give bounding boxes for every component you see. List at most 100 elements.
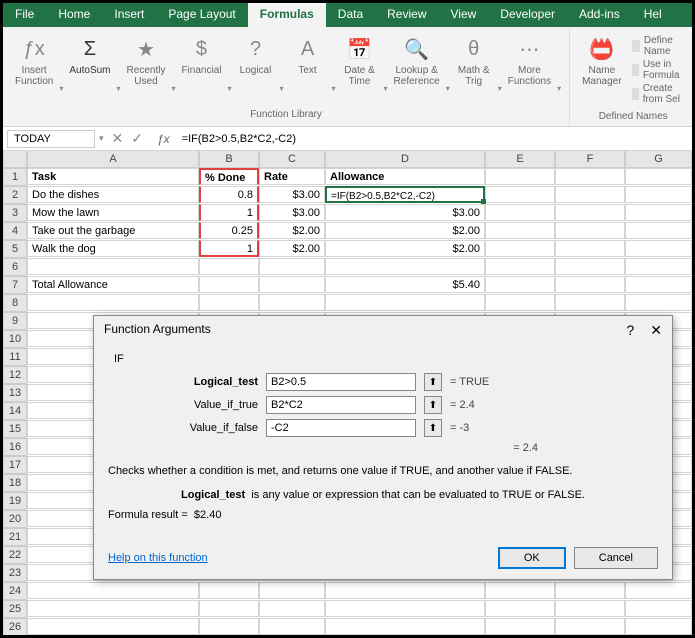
cell[interactable]: =IF(B2>0.5,B2*C2,-C2) bbox=[325, 186, 485, 203]
cell[interactable] bbox=[625, 168, 692, 185]
cell[interactable]: Allowance bbox=[325, 168, 485, 185]
row-header[interactable]: 23 bbox=[3, 564, 27, 582]
cell[interactable] bbox=[325, 582, 485, 599]
cell[interactable] bbox=[625, 240, 692, 257]
cell[interactable] bbox=[555, 204, 625, 221]
text-button[interactable]: AText bbox=[286, 31, 330, 80]
cell[interactable] bbox=[555, 258, 625, 275]
cell[interactable]: $2.00 bbox=[325, 222, 485, 239]
cell[interactable]: $2.00 bbox=[259, 222, 325, 239]
tab-page-layout[interactable]: Page Layout bbox=[156, 3, 247, 27]
cell[interactable]: 1 bbox=[199, 204, 259, 221]
row-header[interactable]: 26 bbox=[3, 618, 27, 635]
cell[interactable] bbox=[485, 276, 555, 293]
math--button[interactable]: θMath &Trig bbox=[452, 31, 496, 91]
cell[interactable] bbox=[325, 294, 485, 311]
range-selector-icon[interactable]: ⬆ bbox=[424, 373, 442, 391]
row-header[interactable]: 19 bbox=[3, 492, 27, 510]
cell[interactable]: $3.00 bbox=[325, 204, 485, 221]
tab-file[interactable]: File bbox=[3, 3, 46, 27]
row-header[interactable]: 10 bbox=[3, 330, 27, 348]
recently-button[interactable]: ★RecentlyUsed bbox=[123, 31, 170, 91]
cell[interactable] bbox=[485, 618, 555, 635]
cell[interactable]: Mow the lawn bbox=[27, 204, 199, 221]
cell[interactable] bbox=[199, 618, 259, 635]
cell[interactable] bbox=[485, 204, 555, 221]
cell[interactable] bbox=[485, 294, 555, 311]
cell[interactable] bbox=[555, 600, 625, 617]
defined-names-item[interactable]: Define Name bbox=[632, 35, 685, 57]
cell[interactable] bbox=[485, 582, 555, 599]
cell[interactable]: Walk the dog bbox=[27, 240, 199, 257]
cell[interactable] bbox=[485, 258, 555, 275]
cell[interactable] bbox=[199, 294, 259, 311]
cell[interactable] bbox=[625, 600, 692, 617]
cell[interactable] bbox=[625, 258, 692, 275]
column-header[interactable]: A bbox=[27, 151, 199, 168]
tab-insert[interactable]: Insert bbox=[102, 3, 156, 27]
cell[interactable] bbox=[555, 168, 625, 185]
column-header[interactable]: D bbox=[325, 151, 485, 168]
cell[interactable]: % Done bbox=[199, 168, 259, 185]
help-icon[interactable]: ? bbox=[626, 322, 634, 339]
cell[interactable] bbox=[27, 618, 199, 635]
row-header[interactable]: 9 bbox=[3, 312, 27, 330]
tab-view[interactable]: View bbox=[439, 3, 489, 27]
help-link[interactable]: Help on this function bbox=[108, 552, 208, 564]
cell[interactable] bbox=[485, 168, 555, 185]
row-header[interactable]: 17 bbox=[3, 456, 27, 474]
tab-formulas[interactable]: Formulas bbox=[248, 3, 326, 27]
arg-input[interactable] bbox=[266, 396, 416, 414]
cell[interactable]: Do the dishes bbox=[27, 186, 199, 203]
row-header[interactable]: 6 bbox=[3, 258, 27, 276]
row-header[interactable]: 11 bbox=[3, 348, 27, 366]
cell[interactable] bbox=[625, 294, 692, 311]
row-header[interactable]: 24 bbox=[3, 582, 27, 600]
row-header[interactable]: 16 bbox=[3, 438, 27, 456]
column-header[interactable]: E bbox=[485, 151, 555, 168]
cell[interactable] bbox=[199, 276, 259, 293]
row-header[interactable]: 15 bbox=[3, 420, 27, 438]
cell[interactable]: 0.25 bbox=[199, 222, 259, 239]
cell[interactable] bbox=[555, 222, 625, 239]
cell[interactable] bbox=[625, 276, 692, 293]
cell[interactable] bbox=[485, 600, 555, 617]
close-icon[interactable]: ✕ bbox=[650, 322, 662, 339]
cell[interactable] bbox=[625, 582, 692, 599]
row-header[interactable]: 18 bbox=[3, 474, 27, 492]
name-box[interactable] bbox=[7, 130, 95, 148]
defined-names-item[interactable]: Create from Sel bbox=[632, 83, 685, 105]
more-button[interactable]: ⋯MoreFunctions bbox=[504, 31, 555, 91]
column-header[interactable]: G bbox=[625, 151, 692, 168]
tab-home[interactable]: Home bbox=[46, 3, 102, 27]
cell[interactable]: $2.00 bbox=[259, 240, 325, 257]
cell[interactable] bbox=[199, 582, 259, 599]
cell[interactable] bbox=[485, 240, 555, 257]
row-header[interactable]: 22 bbox=[3, 546, 27, 564]
column-header[interactable]: F bbox=[555, 151, 625, 168]
column-header[interactable]: B bbox=[199, 151, 259, 168]
cell[interactable] bbox=[259, 600, 325, 617]
row-header[interactable]: 21 bbox=[3, 528, 27, 546]
cell[interactable] bbox=[27, 582, 199, 599]
cell[interactable]: $3.00 bbox=[259, 204, 325, 221]
row-header[interactable]: 7 bbox=[3, 276, 27, 294]
cell[interactable]: Take out the garbage bbox=[27, 222, 199, 239]
tab-data[interactable]: Data bbox=[326, 3, 375, 27]
fx-label[interactable]: ƒx bbox=[151, 132, 176, 146]
row-header[interactable]: 14 bbox=[3, 402, 27, 420]
cell[interactable]: Task bbox=[27, 168, 199, 185]
cell[interactable] bbox=[555, 276, 625, 293]
tab-hel[interactable]: Hel bbox=[632, 3, 674, 27]
tab-add-ins[interactable]: Add-ins bbox=[567, 3, 632, 27]
cell[interactable] bbox=[555, 294, 625, 311]
cell[interactable]: Rate bbox=[259, 168, 325, 185]
accept-formula-icon[interactable]: ✓ bbox=[131, 130, 143, 147]
cell[interactable] bbox=[199, 600, 259, 617]
row-header[interactable]: 2 bbox=[3, 186, 27, 204]
cancel-button[interactable]: Cancel bbox=[574, 547, 658, 569]
row-header[interactable]: 8 bbox=[3, 294, 27, 312]
row-header[interactable]: 4 bbox=[3, 222, 27, 240]
cell[interactable]: $3.00 bbox=[259, 186, 325, 203]
ok-button[interactable]: OK bbox=[498, 547, 566, 569]
